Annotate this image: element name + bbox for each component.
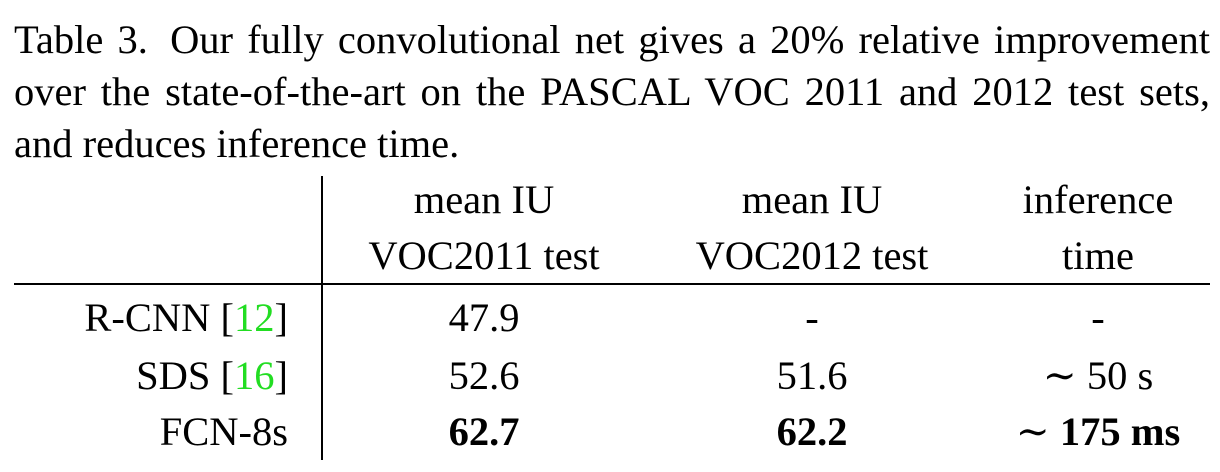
header-voc2012-line1: mean IU <box>741 177 883 222</box>
header-time-line2: time <box>1062 233 1134 278</box>
column-divider <box>321 176 323 460</box>
method-name: SDS <box>136 353 211 398</box>
value-time: ∼ 175 ms <box>988 410 1208 454</box>
value-time: ∼ 50 s <box>988 354 1208 398</box>
table-row: FCN-8s <box>160 410 288 454</box>
approx-symbol: ∼ <box>1015 409 1050 454</box>
header-rule <box>14 283 1210 285</box>
citation-link[interactable]: 12 <box>234 295 275 340</box>
method-name: FCN-8s <box>159 409 288 454</box>
approx-symbol: ∼ <box>1042 353 1077 398</box>
table-row: R-CNN [12] <box>84 295 288 340</box>
caption-label: Table 3. <box>14 17 148 62</box>
table-caption: Table 3. Our fully convolutional net giv… <box>14 14 1210 170</box>
value-voc2012: - <box>805 295 819 340</box>
value-voc2012: 62.2 <box>776 409 848 454</box>
value-voc2011: 62.7 <box>448 409 520 454</box>
table-row: SDS [16] <box>136 353 288 398</box>
header-voc2011-line2: VOC2011 test <box>368 233 600 278</box>
method-name: R-CNN <box>84 295 211 340</box>
time-value: 175 ms <box>1059 409 1181 454</box>
value-voc2012: 51.6 <box>776 353 848 398</box>
header-time-line1: inference <box>1022 177 1174 222</box>
value-time: - <box>1091 295 1105 340</box>
value-voc2011: 52.6 <box>448 353 520 398</box>
caption-text: Our fully convolutional net gives a 20% … <box>14 17 1211 166</box>
results-table: mean IU VOC2011 test mean IU VOC2012 tes… <box>0 168 1220 468</box>
value-voc2011: 47.9 <box>448 295 520 340</box>
header-voc2012-line2: VOC2012 test <box>695 233 929 278</box>
citation-link[interactable]: 16 <box>234 353 275 398</box>
header-voc2011-line1: mean IU <box>413 177 555 222</box>
time-value: 50 s <box>1086 353 1154 398</box>
